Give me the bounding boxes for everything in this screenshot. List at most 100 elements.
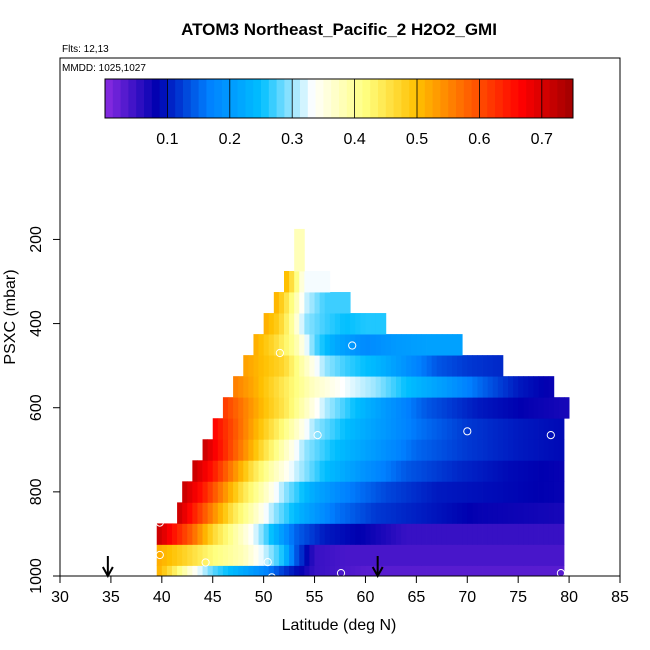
heatmap-cell [421, 439, 427, 461]
colorbar-swatch [331, 79, 340, 118]
heatmap-cell [502, 523, 509, 545]
heatmap-cell [207, 565, 214, 577]
heatmap-cell [416, 460, 422, 482]
heatmap-cell [263, 439, 270, 461]
heatmap-cell [278, 397, 285, 419]
heatmap-cell [426, 481, 433, 503]
heatmap-cell [289, 292, 295, 314]
heatmap-cell [406, 376, 412, 398]
heatmap-cell [304, 544, 310, 566]
heatmap-cell [421, 481, 427, 503]
heatmap-cell [355, 355, 361, 377]
heatmap-cell [370, 376, 377, 398]
heatmap-cell [446, 397, 453, 419]
heatmap-cell [446, 355, 453, 377]
heatmap-cell [238, 523, 244, 545]
heatmap-cell [452, 544, 458, 566]
heatmap-cell [441, 397, 448, 419]
heatmap-cell [228, 565, 234, 577]
heatmap-cell [446, 481, 453, 503]
heatmap-cell [243, 460, 249, 482]
heatmap-cell [497, 565, 504, 577]
heatmap-cell [299, 523, 305, 545]
x-tick-label: 65 [407, 589, 425, 606]
heatmap-cell [365, 334, 371, 356]
colorbar-swatch [401, 79, 410, 118]
heatmap-cell [457, 565, 463, 577]
colorbar-swatch [370, 79, 379, 118]
heatmap-cell [385, 460, 392, 482]
heatmap-cell [197, 544, 203, 566]
x-axis: 30 35 40 45 50 55 60 65 70 75 80 85 [51, 576, 629, 606]
heatmap-cell [436, 397, 443, 419]
heatmap-cell [294, 439, 300, 461]
heatmap-cell [441, 565, 448, 577]
heatmap-cell [436, 544, 443, 566]
heatmap-cell [396, 397, 402, 419]
heatmap-cell [314, 439, 321, 461]
heatmap-cell [309, 292, 315, 314]
x-tick-label: 40 [153, 589, 171, 606]
heatmap-cell [411, 334, 417, 356]
heatmap-cell [324, 544, 331, 566]
heatmap-cell [441, 502, 448, 524]
heatmap-cell [375, 355, 382, 377]
heatmap-cell [482, 397, 489, 419]
heatmap-cell [365, 544, 371, 566]
heatmap-cell [329, 334, 336, 356]
heatmap-cell [370, 544, 377, 566]
heatmap-cell [533, 418, 539, 440]
heatmap-cell [421, 376, 427, 398]
heatmap-cell [426, 418, 433, 440]
heatmap-cell [258, 544, 265, 566]
heatmap-cell [396, 523, 402, 545]
heatmap-cell [360, 523, 366, 545]
heatmap-cell [533, 397, 539, 419]
heatmap-cell [314, 334, 321, 356]
heatmap-cell [487, 502, 494, 524]
heatmap-cell [161, 565, 168, 577]
heatmap-cell [289, 397, 295, 419]
sample-point [546, 431, 555, 440]
heatmap-cell [304, 502, 310, 524]
heatmap-cell [324, 418, 331, 440]
heatmap-cell [477, 481, 483, 503]
heatmap-cell [472, 523, 478, 545]
heatmap-cell [528, 376, 534, 398]
heatmap-cell [452, 376, 458, 398]
heatmap-cell [375, 313, 382, 335]
heatmap-cell [284, 355, 290, 377]
heatmap-cell [446, 460, 453, 482]
heatmap-cell [324, 313, 331, 335]
heatmap-cell [222, 397, 229, 419]
heatmap-cell [508, 397, 514, 419]
heatmap-cell [192, 523, 198, 545]
heatmap-cell [436, 460, 443, 482]
heatmap-cell [390, 418, 397, 440]
flights-annotation: Flts: 12,13 [62, 44, 109, 55]
heatmap-cell [533, 502, 539, 524]
sample-points [155, 341, 574, 582]
heatmap-cell [243, 355, 249, 377]
heatmap-cell [411, 460, 417, 482]
heatmap-cell [538, 523, 545, 545]
heatmap-cell [350, 313, 356, 335]
heatmap-cell [492, 460, 499, 482]
heatmap-cell [228, 502, 234, 524]
heatmap-cell [294, 544, 300, 566]
colorbar-swatch [284, 79, 293, 118]
heatmap-cell [156, 565, 163, 577]
heatmap-cell [334, 481, 341, 503]
colorbar-swatch [549, 79, 558, 118]
heatmap-cell [411, 418, 417, 440]
heatmap-cell [538, 439, 545, 461]
heatmap-cell [202, 565, 209, 577]
heatmap-cell [253, 544, 259, 566]
colorbar-swatch [222, 79, 231, 118]
sample-point [267, 573, 276, 582]
heatmap-cell [553, 523, 560, 545]
heatmap-cell [212, 418, 219, 440]
heatmap-cell [548, 418, 555, 440]
heatmap-cell [411, 523, 417, 545]
heatmap-cell [217, 523, 224, 545]
